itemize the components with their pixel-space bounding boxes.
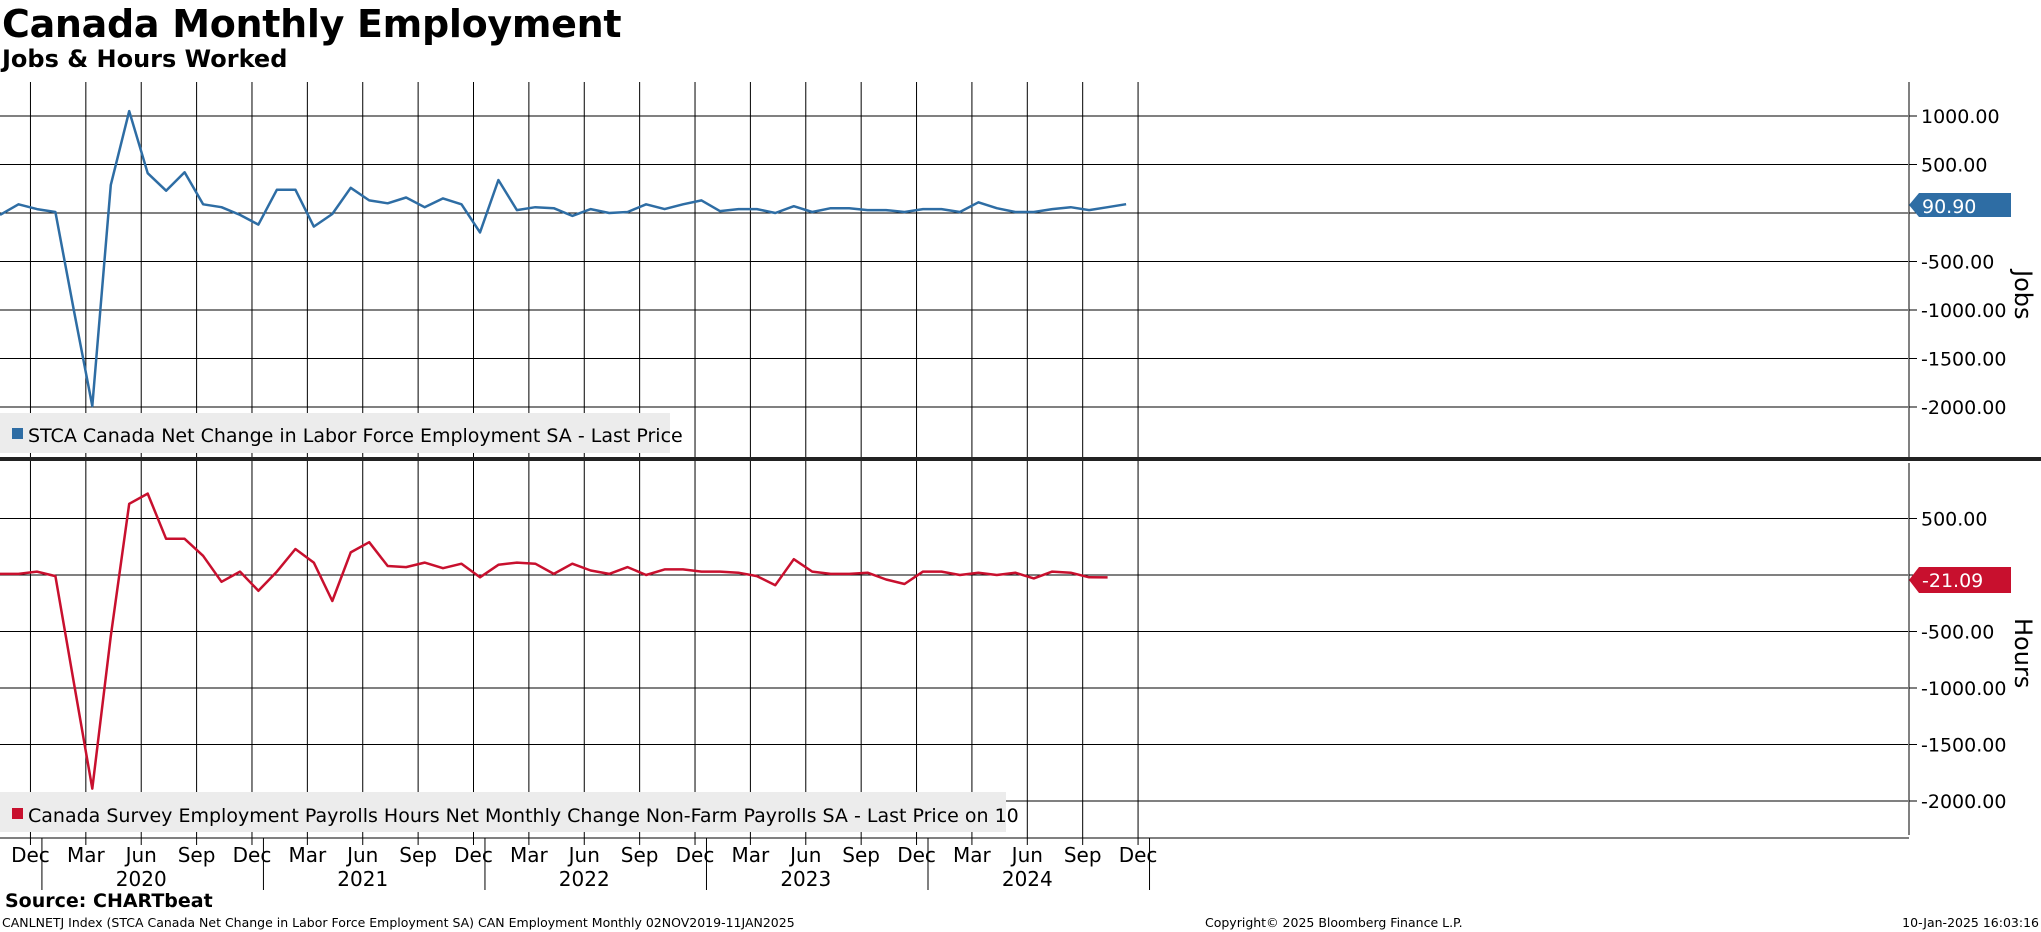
y-tick-label: -500.00: [1921, 252, 1994, 274]
x-tick-label: Mar: [510, 843, 549, 867]
x-tick-label: Jun: [1010, 843, 1043, 867]
y-tick-label: -1000.00: [1921, 678, 2006, 700]
footer-index-description: CANLNETJ Index (STCA Canada Net Change i…: [2, 915, 795, 930]
last-value-tag-jobs: 90.90: [1909, 193, 2011, 218]
last-value-hours: -21.09: [1922, 570, 1983, 592]
x-tick-label: Dec: [897, 843, 936, 867]
last-value-jobs: 90.90: [1922, 196, 1976, 218]
x-tick-label: Jun: [345, 843, 378, 867]
last-value-tag-hours: -21.09: [1909, 567, 2011, 593]
year-label: 2021: [337, 867, 388, 890]
series-line: [0, 109, 1127, 408]
y-tick-label: -1500.00: [1921, 349, 2006, 371]
x-tick-label: Sep: [1064, 843, 1102, 867]
x-tick-label: Jun: [788, 843, 821, 867]
x-tick-label: Dec: [676, 843, 715, 867]
series-layer: [0, 109, 1127, 790]
x-tick-label: Jun: [567, 843, 600, 867]
y-axis-title-jobs: Jobs: [2009, 268, 2037, 320]
y-tick-label: -2000.00: [1921, 397, 2006, 419]
x-tick-label: Mar: [67, 843, 106, 867]
x-tick-label: Sep: [399, 843, 437, 867]
chart-area: Dec Mar Jun Sep Dec Mar Jun Sep Dec Mar Jun Sep Dec M…: [0, 82, 2041, 890]
x-tick-label: Mar: [732, 843, 771, 867]
x-tick-label: Sep: [178, 843, 216, 867]
y-tick-label: -500.00: [1921, 622, 1994, 644]
x-tick-label: Dec: [454, 843, 493, 867]
y-tick-label: 500.00: [1921, 509, 1987, 531]
year-label: 2020: [116, 867, 167, 890]
year-label: 2022: [559, 867, 610, 890]
y-tick-label: 1000.00: [1921, 106, 2000, 128]
footer-timestamp: 10-Jan-2025 16:03:16: [1902, 915, 2039, 930]
legend-jobs-swatch: [12, 428, 23, 439]
legend-hours: Canada Survey Employment Payrolls Hours …: [0, 792, 1019, 832]
chart-title: Canada Monthly Employment: [2, 2, 622, 46]
year-label: 2024: [1002, 867, 1053, 890]
axis-layer: Dec Mar Jun Sep Dec Mar Jun Sep Dec Mar Jun Sep Dec M…: [0, 82, 2041, 890]
y-axis-title-hours: Hours: [2009, 618, 2037, 688]
x-tick-label: Dec: [1119, 843, 1158, 867]
footer-copyright: Copyright© 2025 Bloomberg Finance L.P.: [1205, 915, 1463, 930]
legend-jobs-label: STCA Canada Net Change in Labor Force Em…: [28, 425, 683, 447]
x-tick-label: Jun: [124, 843, 157, 867]
x-tick-label: Dec: [11, 843, 50, 867]
year-label: 2023: [780, 867, 831, 890]
y-tick-label: 500.00: [1921, 155, 1987, 177]
y-tick-label: -1000.00: [1921, 300, 2006, 322]
source-note: Source: CHARTbeat: [5, 890, 213, 912]
legend-hours-swatch: [12, 808, 23, 819]
x-tick-label: Sep: [842, 843, 880, 867]
x-tick-label: Mar: [953, 843, 992, 867]
y-tick-label: -1500.00: [1921, 735, 2006, 757]
x-tick-label: Dec: [233, 843, 272, 867]
legend-jobs: STCA Canada Net Change in Labor Force Em…: [0, 413, 683, 453]
chart-subtitle: Jobs & Hours Worked: [2, 45, 288, 73]
x-tick-label: Sep: [621, 843, 659, 867]
legend-hours-label: Canada Survey Employment Payrolls Hours …: [28, 805, 1019, 827]
y-tick-label: -2000.00: [1921, 791, 2006, 813]
series-line: [0, 492, 1108, 790]
x-tick-label: Mar: [288, 843, 327, 867]
